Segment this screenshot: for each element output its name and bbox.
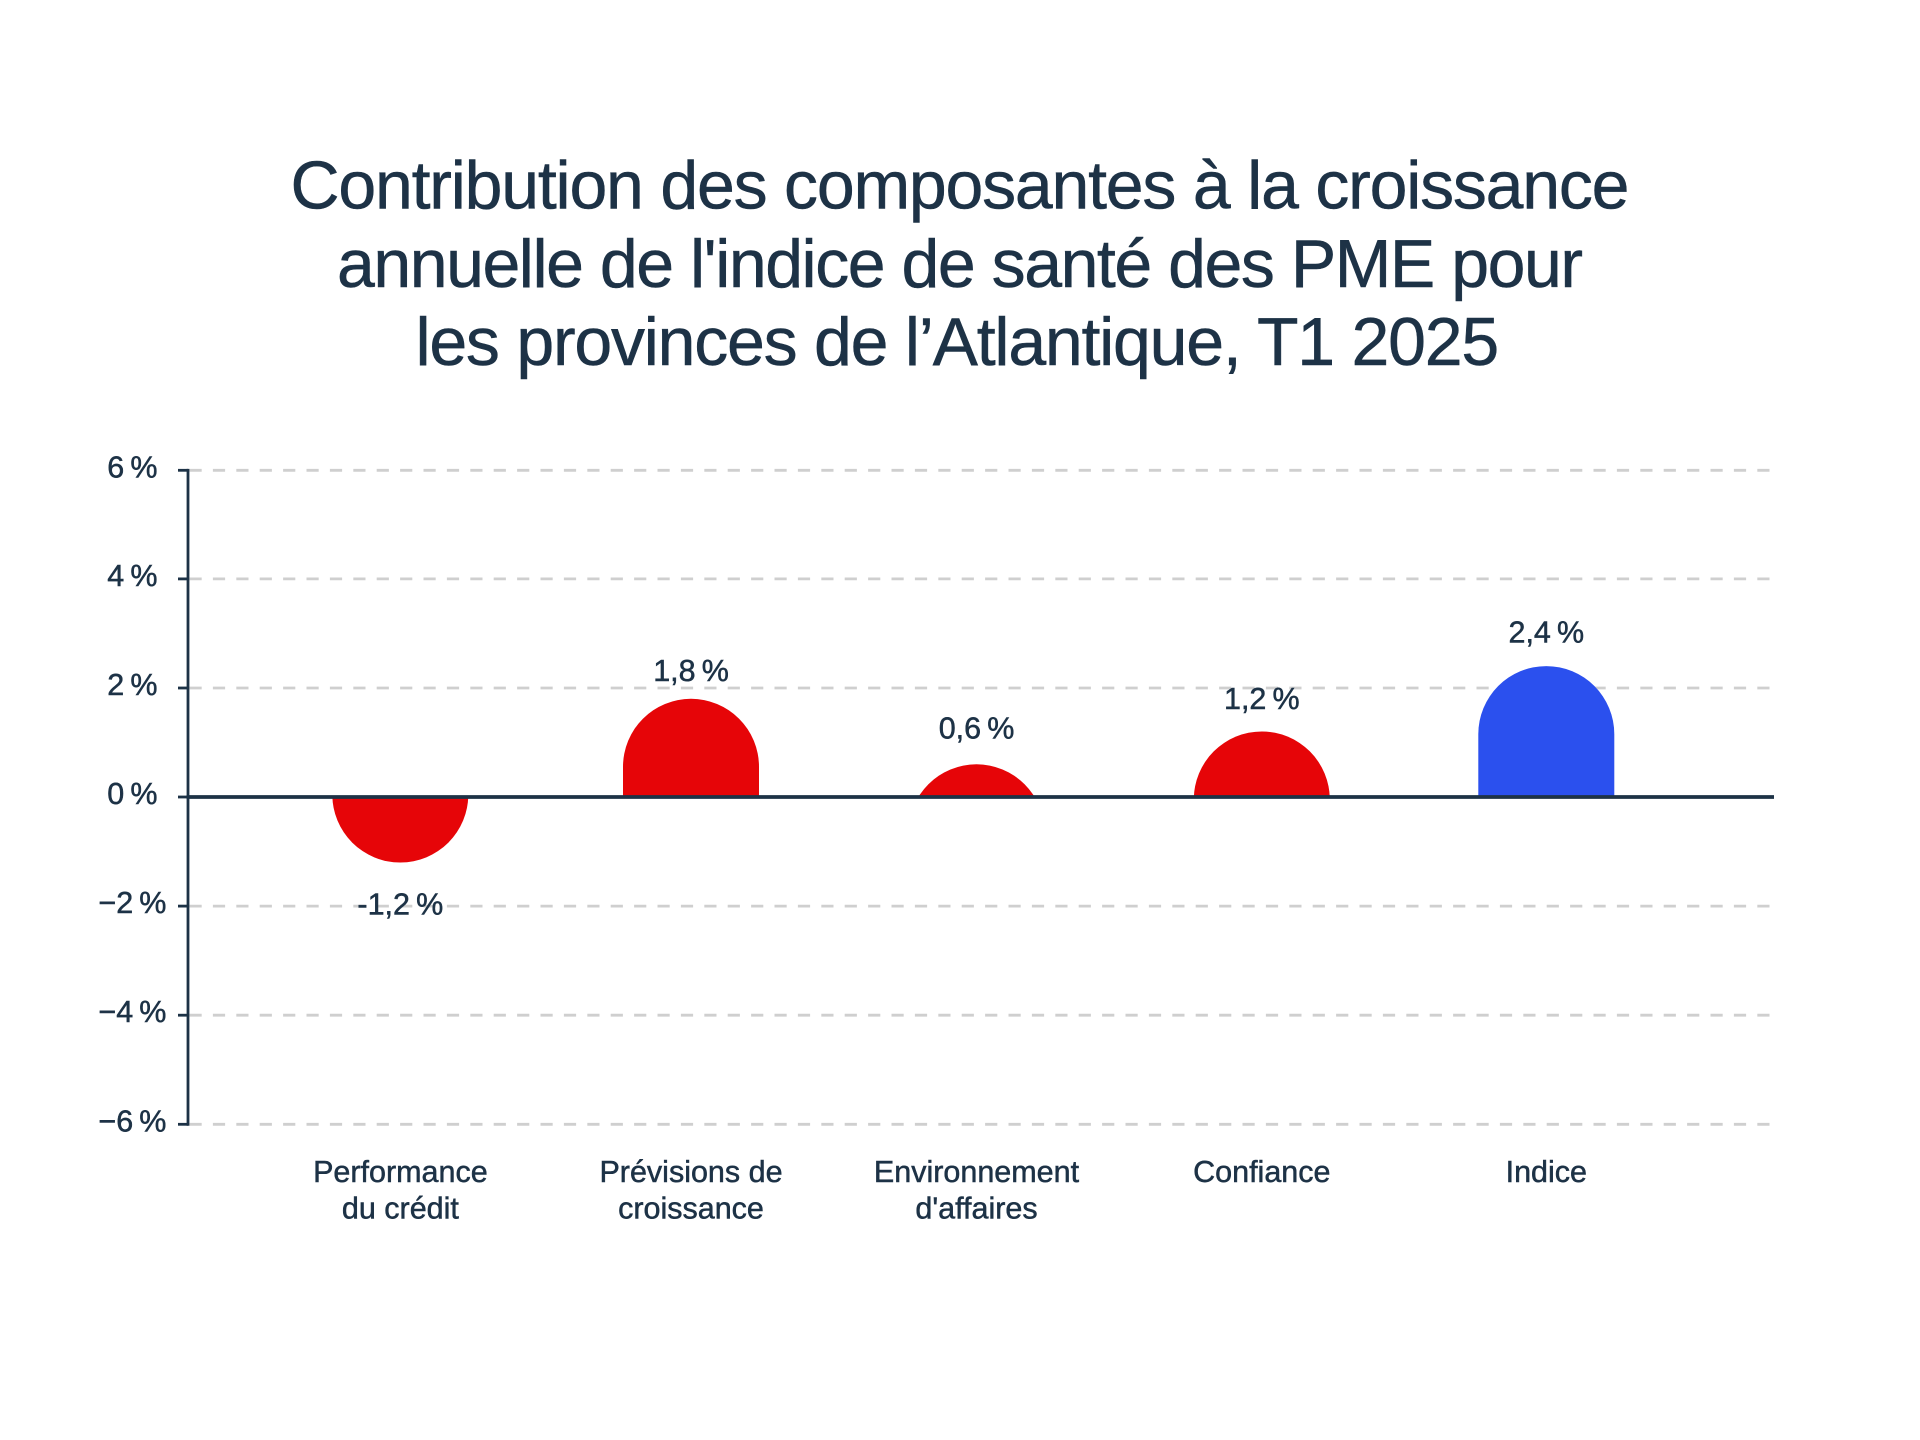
svg-text:croissance: croissance bbox=[618, 1191, 764, 1225]
svg-text:annuelle de l'indice de santé: annuelle de l'indice de santé des PME po… bbox=[337, 226, 1583, 302]
svg-text:0,6 %: 0,6 % bbox=[939, 711, 1015, 745]
svg-text:Indice: Indice bbox=[1506, 1155, 1587, 1189]
svg-text:2,4 %: 2,4 % bbox=[1508, 615, 1584, 649]
svg-text:1,2 %: 1,2 % bbox=[1224, 682, 1300, 716]
svg-text:0 %: 0 % bbox=[107, 777, 157, 811]
svg-text:Performance: Performance bbox=[313, 1155, 488, 1189]
svg-text:Confiance: Confiance bbox=[1193, 1155, 1330, 1189]
svg-text:−2 %: −2 % bbox=[98, 886, 166, 920]
svg-text:−6 %: −6 % bbox=[98, 1104, 166, 1138]
svg-text:1,8 %: 1,8 % bbox=[653, 654, 729, 688]
svg-text:Contribution des composantes à: Contribution des composantes à la croiss… bbox=[291, 148, 1630, 224]
svg-text:4 %: 4 % bbox=[107, 559, 157, 593]
svg-text:du crédit: du crédit bbox=[342, 1191, 460, 1225]
svg-text:les provinces de l’Atlantique,: les provinces de l’Atlantique, T1 2025 bbox=[415, 304, 1499, 380]
svg-text:-1,2 %: -1,2 % bbox=[357, 888, 443, 922]
svg-text:2 %: 2 % bbox=[107, 668, 157, 702]
svg-text:6 %: 6 % bbox=[107, 450, 157, 484]
svg-text:d'affaires: d'affaires bbox=[915, 1191, 1037, 1225]
svg-text:Environnement: Environnement bbox=[874, 1155, 1080, 1189]
svg-text:−4 %: −4 % bbox=[98, 995, 166, 1029]
svg-text:Prévisions de: Prévisions de bbox=[599, 1155, 782, 1189]
